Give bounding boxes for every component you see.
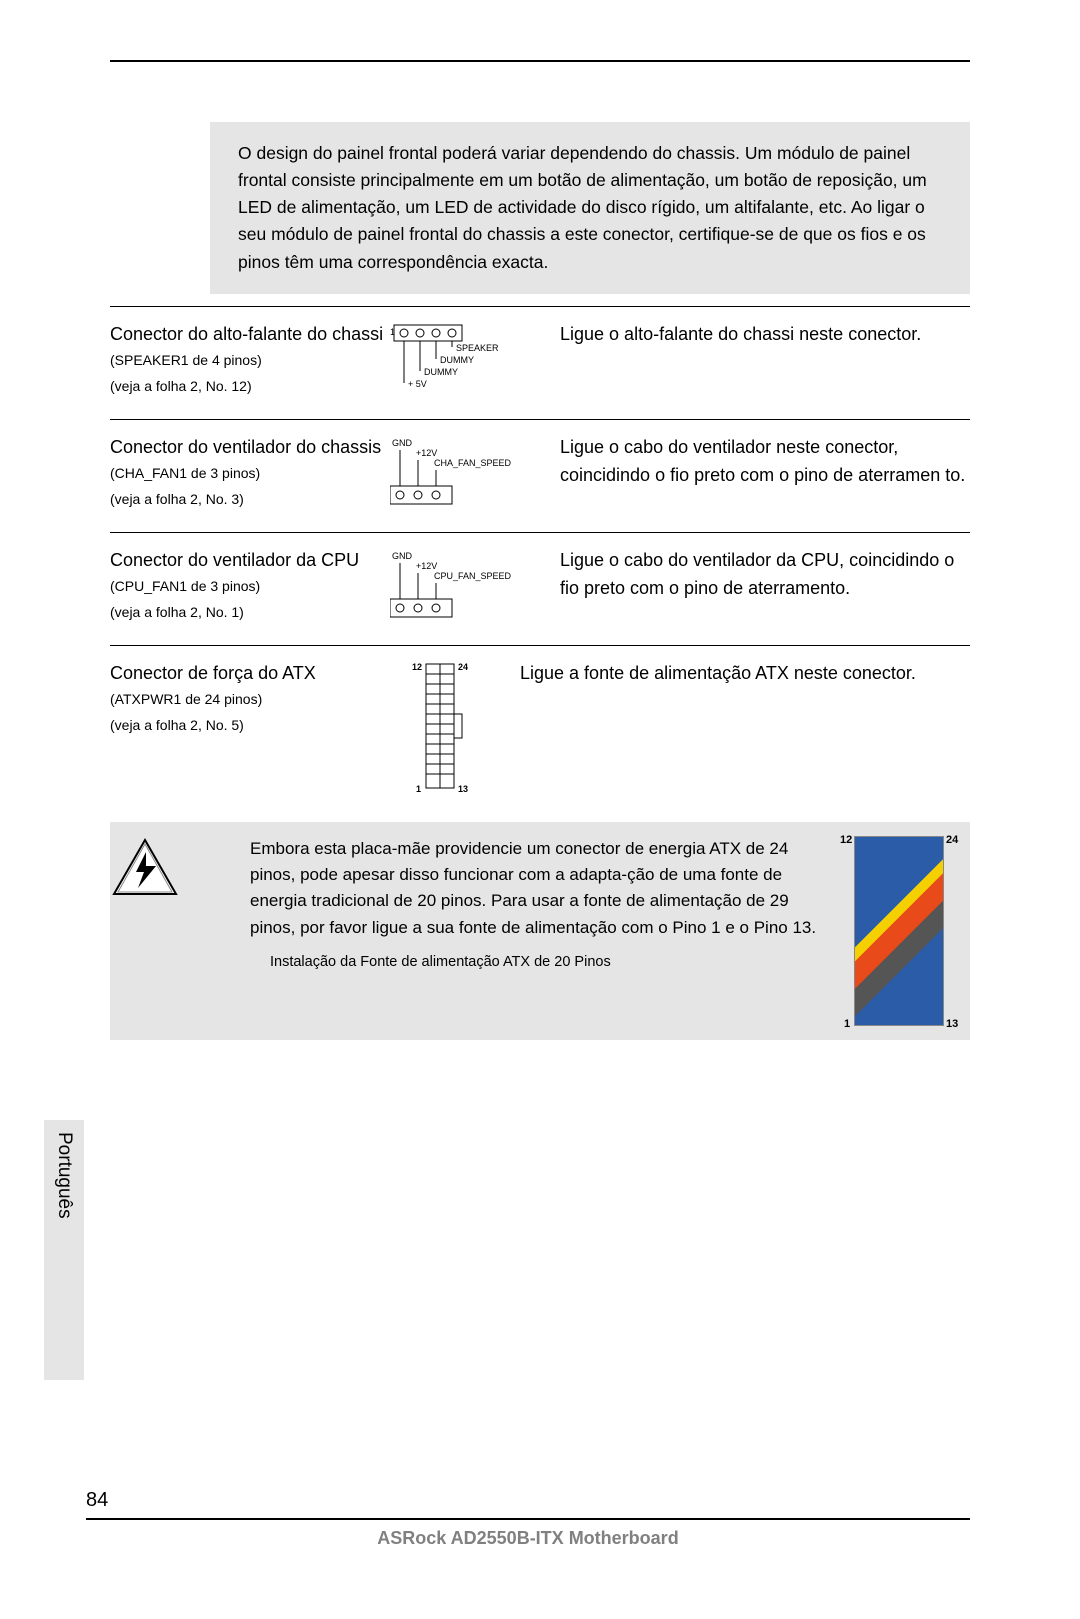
cpufan-desc: Ligue o cabo do ventilador da CPU, coinc… bbox=[550, 547, 970, 627]
atx-pin-24: 24 bbox=[458, 662, 468, 672]
top-rule bbox=[110, 60, 970, 62]
pin-12v: +12V bbox=[416, 448, 437, 458]
pin-gnd2: GND bbox=[392, 551, 413, 561]
intro-note-box: O design do painel frontal poderá variar… bbox=[210, 122, 970, 294]
page-footer: 84 ASRock AD2550B-ITX Motherboard bbox=[86, 1489, 970, 1549]
speaker-sub1: (SPEAKER1 de 4 pinos) bbox=[110, 349, 390, 373]
pin-gnd: GND bbox=[392, 438, 413, 448]
intro-text: O design do painel frontal poderá variar… bbox=[238, 143, 927, 272]
atx-sub1: (ATXPWR1 de 24 pinos) bbox=[110, 688, 390, 712]
section-speaker: Conector do alto-falante do chassi (SPEA… bbox=[110, 306, 970, 419]
chafan-sub2: (veja a folha 2, No. 3) bbox=[110, 488, 390, 512]
pin-dummy1: DUMMY bbox=[440, 355, 474, 365]
speaker-desc: Ligue o alto-falante do chassi neste con… bbox=[550, 321, 970, 401]
warning-icon-container bbox=[110, 836, 250, 900]
atx-diagram: 12 24 1 13 bbox=[390, 660, 510, 800]
page-number: 84 bbox=[86, 1489, 970, 1512]
speaker-title: Conector do alto-falante do chassi bbox=[110, 321, 390, 347]
pin-cpuspeed: CPU_FAN_SPEED bbox=[434, 571, 512, 581]
atx-pin-12: 12 bbox=[412, 662, 422, 672]
svg-text:1: 1 bbox=[390, 327, 395, 337]
chafan-connector-icon: GND +12V CHA_FAN_SPEED bbox=[390, 434, 540, 514]
atx-cable-photo-icon bbox=[854, 836, 944, 1026]
warning-caption: Instalação da Fonte de alimentação ATX d… bbox=[250, 951, 832, 973]
photo-pin-12: 12 bbox=[840, 834, 852, 846]
pin-12v2: +12V bbox=[416, 561, 437, 571]
photo-pin-13: 13 bbox=[946, 1018, 958, 1030]
atx-connector-icon: 12 24 1 13 bbox=[390, 660, 500, 800]
lightning-warning-icon bbox=[110, 836, 180, 900]
photo-pin-24: 24 bbox=[946, 834, 958, 846]
section-atx: Conector de força do ATX (ATXPWR1 de 24 … bbox=[110, 645, 970, 818]
photo-pin-1: 1 bbox=[844, 1018, 850, 1030]
chafan-diagram: GND +12V CHA_FAN_SPEED bbox=[390, 434, 550, 514]
language-tab: Português bbox=[44, 1120, 84, 1380]
pin-speaker: SPEAKER bbox=[456, 343, 499, 353]
atx-title: Conector de força do ATX bbox=[110, 660, 390, 686]
cpufan-title: Conector do ventilador da CPU bbox=[110, 547, 390, 573]
cpufan-diagram: GND +12V CPU_FAN_SPEED bbox=[390, 547, 550, 627]
pin-5v: + 5V bbox=[408, 379, 427, 389]
atx-warning-box: Embora esta placa-mãe providencie um con… bbox=[110, 822, 970, 1040]
section-cpufan: Conector do ventilador da CPU (CPU_FAN1 … bbox=[110, 532, 970, 645]
cpufan-connector-icon: GND +12V CPU_FAN_SPEED bbox=[390, 547, 540, 627]
pin-chaspeed: CHA_FAN_SPEED bbox=[434, 458, 512, 468]
warning-text: Embora esta placa-mãe providencie um con… bbox=[250, 839, 816, 937]
chafan-title: Conector do ventilador do chassis bbox=[110, 434, 390, 460]
speaker-diagram: 1 SPEAKER DUMMY DUMMY + 5V bbox=[390, 321, 550, 401]
speaker-sub2: (veja a folha 2, No. 12) bbox=[110, 375, 390, 399]
cpufan-sub2: (veja a folha 2, No. 1) bbox=[110, 601, 390, 625]
section-chafan: Conector do ventilador do chassis (CHA_F… bbox=[110, 419, 970, 532]
atx-desc: Ligue a fonte de alimentação ATX neste c… bbox=[510, 660, 970, 800]
footer-rule bbox=[86, 1518, 970, 1520]
speaker-connector-icon: 1 SPEAKER DUMMY DUMMY + 5V bbox=[390, 321, 520, 401]
footer-title: ASRock AD2550B-ITX Motherboard bbox=[86, 1528, 970, 1549]
atx-sub2: (veja a folha 2, No. 5) bbox=[110, 714, 390, 738]
chafan-sub1: (CHA_FAN1 de 3 pinos) bbox=[110, 462, 390, 486]
chafan-desc: Ligue o cabo do ventilador neste conecto… bbox=[550, 434, 970, 514]
atx-pin-13: 13 bbox=[458, 784, 468, 794]
atx-pin-1: 1 bbox=[416, 784, 421, 794]
language-label: Português bbox=[53, 1132, 75, 1219]
atx-photo-container: 12 24 1 13 bbox=[846, 836, 956, 1026]
cpufan-sub1: (CPU_FAN1 de 3 pinos) bbox=[110, 575, 390, 599]
pin-dummy2: DUMMY bbox=[424, 367, 458, 377]
